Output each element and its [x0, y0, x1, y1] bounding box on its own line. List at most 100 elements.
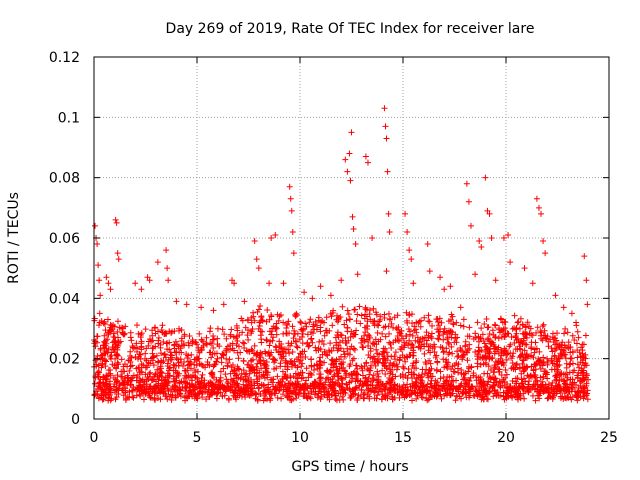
- data-point: [381, 105, 388, 112]
- data-point-bg: [238, 385, 245, 392]
- data-point-bg: [575, 334, 582, 341]
- data-point-bg: [498, 352, 505, 359]
- data-point-bg: [425, 332, 432, 339]
- data-point-bg: [457, 322, 464, 329]
- data-point-bg: [113, 351, 120, 358]
- data-point-bg: [562, 355, 569, 362]
- data-point-bg: [314, 394, 321, 401]
- data-point-bg: [311, 383, 318, 390]
- data-point: [386, 228, 393, 235]
- data-point-bg: [268, 331, 275, 338]
- data-point-bg: [531, 346, 538, 353]
- data-point-bg: [400, 365, 407, 372]
- data-point-bg: [306, 319, 313, 326]
- data-point-bg: [510, 350, 517, 357]
- data-point: [521, 265, 528, 272]
- data-point-bg: [243, 347, 250, 354]
- data-point-bg: [578, 344, 585, 351]
- data-point-bg: [532, 366, 539, 373]
- data-point-bg: [568, 381, 575, 388]
- data-point: [505, 231, 512, 238]
- data-point-bg: [114, 372, 121, 379]
- data-point-bg: [467, 385, 474, 392]
- data-point-bg: [397, 389, 404, 396]
- data-point-bg: [455, 361, 462, 368]
- data-point-bg: [103, 358, 110, 365]
- data-point-bg: [481, 320, 488, 327]
- data-point-bg: [503, 356, 510, 363]
- data-point-bg: [397, 373, 404, 380]
- data-point-bg: [350, 345, 357, 352]
- data-point-bg: [359, 337, 366, 344]
- data-point-bg: [536, 348, 543, 355]
- data-point-bg: [453, 339, 460, 346]
- data-point-bg: [285, 346, 292, 353]
- data-point-bg: [345, 311, 352, 318]
- data-point-bg: [353, 362, 360, 369]
- data-point-bg: [123, 395, 130, 402]
- data-point-bg: [567, 361, 574, 368]
- data-point-bg: [363, 306, 370, 313]
- data-point-bg: [419, 394, 426, 401]
- data-point-bg: [418, 388, 425, 395]
- data-point-bg: [127, 329, 134, 336]
- data-point: [229, 277, 236, 284]
- data-point-bg: [129, 387, 136, 394]
- data-point-bg: [286, 350, 293, 357]
- data-point-bg: [349, 375, 356, 382]
- data-point-bg: [299, 369, 306, 376]
- data-point-bg: [480, 393, 487, 400]
- data-point-bg: [192, 386, 199, 393]
- data-point-bg: [474, 353, 481, 360]
- data-point-bg: [304, 340, 311, 347]
- data-point-bg: [514, 319, 521, 326]
- data-point-bg: [375, 389, 382, 396]
- data-point-bg: [293, 310, 300, 317]
- data-point-bg: [155, 358, 162, 365]
- data-point-bg: [540, 387, 547, 394]
- data-point-bg: [118, 386, 125, 393]
- data-point-bg: [358, 312, 365, 319]
- data-point-bg: [265, 388, 272, 395]
- data-point-bg: [481, 370, 488, 377]
- x-tick-label: 5: [193, 430, 202, 446]
- data-point-bg: [386, 339, 393, 346]
- data-point-bg: [177, 345, 184, 352]
- data-point-bg: [519, 340, 526, 347]
- data-point-bg: [402, 358, 409, 365]
- data-point-bg: [269, 337, 276, 344]
- data-point-bg: [322, 388, 329, 395]
- data-point-bg: [99, 355, 106, 362]
- data-point-bg: [376, 318, 383, 325]
- data-point-bg: [207, 325, 214, 332]
- data-point-bg: [551, 352, 558, 359]
- data-point-bg: [164, 360, 171, 367]
- data-point-bg: [576, 349, 583, 356]
- data-point-bg: [454, 334, 461, 341]
- data-point-bg: [435, 322, 442, 329]
- data-point-bg: [183, 351, 190, 358]
- data-point-bg: [217, 368, 224, 375]
- data-point-bg: [521, 395, 528, 402]
- data-point-bg: [275, 317, 282, 324]
- data-point-bg: [452, 331, 459, 338]
- data-point-bg: [175, 362, 182, 369]
- data-point-bg: [549, 360, 556, 367]
- data-point-bg: [228, 376, 235, 383]
- data-point-bg: [374, 392, 381, 399]
- data-point-bg: [225, 396, 232, 403]
- data-point-bg: [528, 345, 535, 352]
- data-point-bg: [502, 374, 509, 381]
- data-point-bg: [294, 364, 301, 371]
- data-point-bg: [196, 360, 203, 367]
- data-point-bg: [366, 393, 373, 400]
- data-point-bg: [386, 379, 393, 386]
- data-point-bg: [564, 377, 571, 384]
- data-point-bg: [122, 323, 129, 330]
- data-point-bg: [327, 340, 334, 347]
- data-point-bg: [405, 365, 412, 372]
- data-point-bg: [214, 389, 221, 396]
- data-point-bg: [562, 325, 569, 332]
- data-point-bg: [268, 349, 275, 356]
